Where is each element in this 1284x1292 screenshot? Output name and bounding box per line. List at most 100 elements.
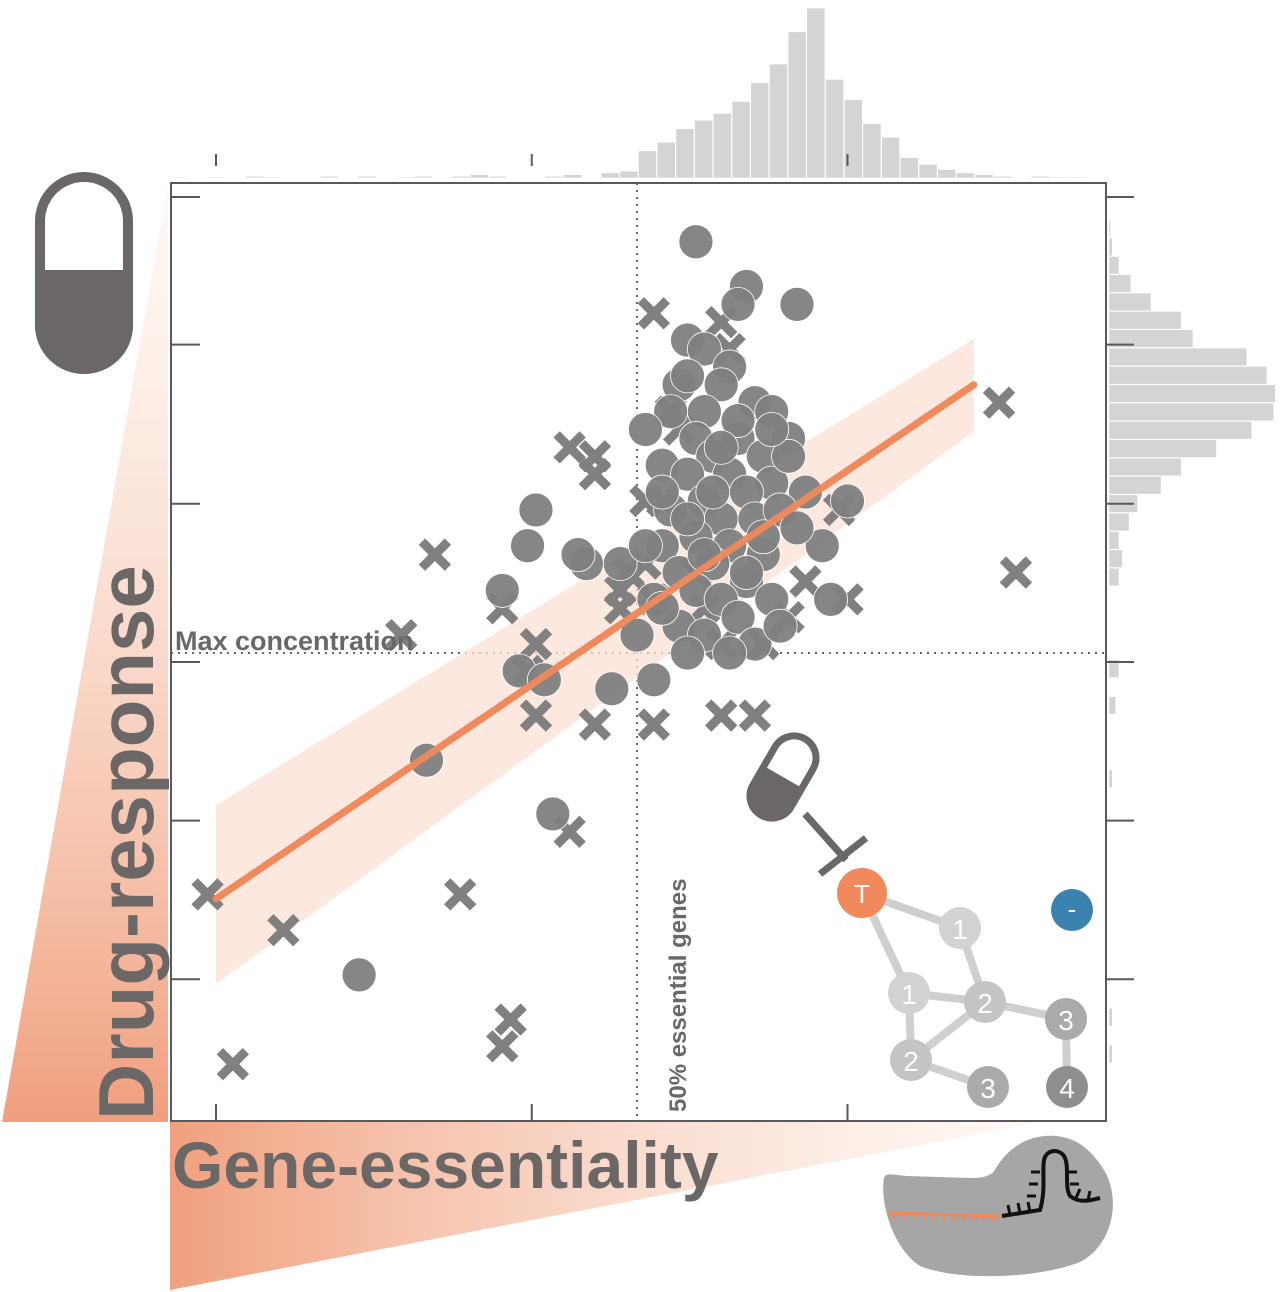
circle-point <box>686 331 722 367</box>
x-histogram-bar <box>937 169 957 179</box>
y-histogram-bar <box>1108 237 1113 257</box>
cross-stroke <box>738 699 772 732</box>
y-histogram-bar <box>1108 696 1117 715</box>
cross-stroke <box>637 708 671 741</box>
x-histogram-bar <box>170 176 190 179</box>
x-histogram-bar <box>881 136 900 179</box>
y-histogram-bar <box>1108 329 1194 348</box>
cross-stroke <box>662 413 696 446</box>
cross-stroke <box>486 1030 519 1063</box>
inhibition-icon <box>746 732 869 877</box>
cross-point <box>982 386 1016 419</box>
x-histogram-bar <box>862 123 882 179</box>
cross-point <box>519 699 553 732</box>
x-histogram-bar <box>208 176 227 179</box>
x-histogram-bar <box>395 176 414 179</box>
cross-point <box>486 1030 519 1063</box>
cross-stroke <box>519 699 553 732</box>
cross-stroke <box>578 458 612 491</box>
cross-stroke <box>999 556 1033 589</box>
circle-point <box>804 528 840 564</box>
cross-stroke <box>982 386 1016 419</box>
x-histogram-bar <box>1030 176 1050 179</box>
circle-point <box>628 528 663 564</box>
cross-point <box>267 913 300 947</box>
circle-point <box>484 573 520 608</box>
circle-point <box>628 412 663 447</box>
network-node-label: 2 <box>977 988 993 1019</box>
circle-point <box>703 367 739 403</box>
cross-point <box>519 627 553 661</box>
circle-point <box>594 671 630 707</box>
x-histogram-bar <box>544 176 564 179</box>
y-histogram-bar <box>1108 549 1123 568</box>
y-histogram-bar <box>1108 256 1120 275</box>
x-histogram-bar <box>843 99 863 179</box>
y-histogram-bar <box>1108 347 1248 367</box>
circle-point <box>636 662 672 698</box>
network-node <box>1045 998 1087 1040</box>
cross-point <box>385 618 418 652</box>
network-node <box>939 907 981 949</box>
y-histogram-bar <box>1108 366 1268 385</box>
x-axis-title: Gene-essentiality <box>172 1128 719 1202</box>
cross-stroke <box>216 1048 250 1081</box>
y-histogram-bar <box>1108 457 1182 477</box>
cross-stroke <box>553 815 586 848</box>
regression-line-overlay <box>212 381 978 903</box>
circle-point <box>644 474 680 510</box>
gene-essentiality-gradient-wedge <box>170 1122 1040 1290</box>
circle-point <box>720 286 756 322</box>
gene-network: T 1 1 2 2 3 3 4 - <box>837 868 1093 1108</box>
x-histogram-bar <box>918 164 938 179</box>
circle-point <box>510 528 545 564</box>
cross-point <box>999 556 1033 589</box>
y-histogram-bar <box>1108 659 1120 678</box>
y-marginal-histogram <box>1108 219 1276 1064</box>
x-histogram-bar <box>956 172 975 179</box>
max-concentration-label: Max concentration <box>175 626 414 656</box>
cross-stroke <box>637 297 671 330</box>
network-node-label: 1 <box>952 914 968 945</box>
circle-point <box>754 412 790 447</box>
y-histogram-bar <box>1108 512 1130 532</box>
y-histogram-bar <box>1108 311 1182 330</box>
cross-point <box>705 699 738 732</box>
x-histogram-bar <box>769 63 788 179</box>
cross-stroke <box>789 565 822 598</box>
circle-point <box>619 617 655 653</box>
cross-stroke <box>418 538 452 571</box>
y-histogram-bar <box>1108 439 1217 458</box>
cross-point <box>578 458 612 491</box>
x-histogram-bar <box>656 142 676 179</box>
cross-stroke <box>443 878 477 911</box>
circle-point <box>720 599 756 635</box>
circle-point <box>653 394 689 430</box>
cross-point <box>789 565 822 598</box>
circle-point <box>670 501 705 537</box>
x-histogram-bar <box>694 119 713 179</box>
y-histogram-bar <box>1108 384 1276 403</box>
x-histogram-bar <box>600 172 620 179</box>
circle-point <box>560 537 596 573</box>
circle-point <box>712 635 748 671</box>
y-histogram-bar <box>1108 274 1132 293</box>
circle-point <box>703 429 739 465</box>
x-histogram-bar <box>469 174 489 179</box>
negative-control-node <box>1051 889 1093 931</box>
network-node <box>890 1039 932 1081</box>
network-node <box>964 981 1006 1023</box>
network-node-label: 3 <box>980 1073 996 1104</box>
cross-point <box>494 1003 527 1036</box>
y-histogram-bar <box>1108 219 1111 238</box>
x-histogram-bar <box>357 176 377 179</box>
cross-point <box>637 708 671 741</box>
circle-point <box>341 957 377 993</box>
pill-icon <box>35 172 133 374</box>
x-histogram-bar <box>899 157 919 179</box>
y-histogram-bar <box>1108 1007 1113 1027</box>
target-node-label: T <box>854 879 870 909</box>
circle-point <box>771 438 806 474</box>
x-histogram-bar <box>488 176 508 179</box>
